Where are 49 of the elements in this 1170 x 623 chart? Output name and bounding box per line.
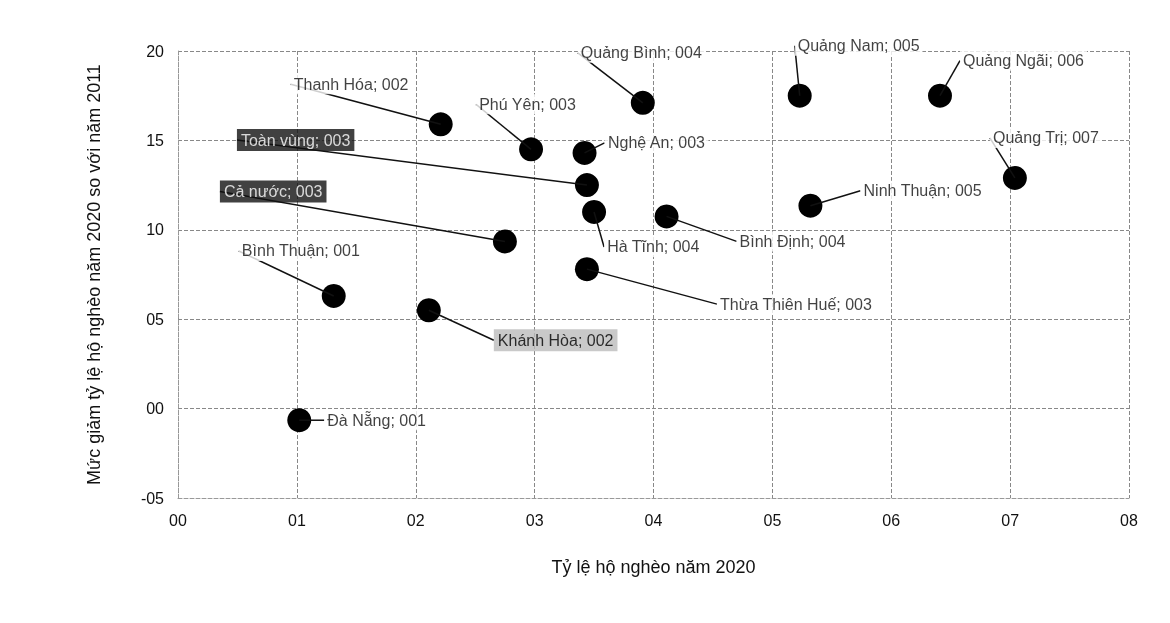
annotation: Thanh Hóa; 002 <box>293 75 409 93</box>
annotation: Quảng Trị; 007 <box>993 129 1099 147</box>
y-tick-label: 05 <box>146 310 165 328</box>
x-tick-label: 06 <box>882 511 901 529</box>
x-tick-label: 04 <box>644 511 663 529</box>
point <box>798 193 823 218</box>
point <box>572 140 597 165</box>
y-tick-label: 15 <box>146 131 165 149</box>
annotation: Bình Định; 004 <box>739 232 846 250</box>
annotation: Đà Nẵng; 001 <box>327 410 427 429</box>
annotation: Hà Tĩnh; 004 <box>607 238 700 256</box>
annotation: Bình Thuận; 001 <box>241 242 360 260</box>
x-tick-label: 00 <box>169 511 187 529</box>
point <box>287 408 312 433</box>
annotation: Quảng Nam; 005 <box>797 37 920 55</box>
annotation: Thừa Thiên Huế; 003 <box>720 295 873 313</box>
y-axis-title: Mức giảm tỷ lệ hộ nghèo năm 2020 so với năm 2011 <box>84 64 104 485</box>
annotation: Quảng Ngãi; 006 <box>962 52 1085 70</box>
point <box>574 257 599 282</box>
annotation: Cả nước; 003 <box>223 182 323 200</box>
x-tick-label: 01 <box>287 511 306 529</box>
y-tick-label: 20 <box>146 42 165 60</box>
annotation: Khánh Hòa; 002 <box>497 331 614 349</box>
point <box>428 112 453 137</box>
point <box>574 173 599 198</box>
point <box>582 199 607 224</box>
point <box>928 83 952 108</box>
y-tick-label: 10 <box>146 221 165 239</box>
y-tick-label: -05 <box>140 489 165 507</box>
point <box>1002 165 1027 190</box>
annotation: Nghệ An; 003 <box>607 134 706 152</box>
x-tick-label: 03 <box>525 511 544 529</box>
point <box>321 283 346 308</box>
annotation: Quảng Bình; 004 <box>580 44 702 62</box>
x-tick-label: 08 <box>1120 511 1138 529</box>
annotation: Toàn vùng; 003 <box>240 131 351 149</box>
point <box>787 83 812 108</box>
x-tick-label: 05 <box>763 511 782 529</box>
annotation: Ninh Thuận; 005 <box>863 182 982 200</box>
x-axis-title: Tỷ lệ hộ nghèo năm 2020 <box>551 557 756 577</box>
annotation: Phú Yên; 003 <box>479 95 576 113</box>
point <box>654 204 679 229</box>
x-tick-label: 07 <box>1001 511 1020 529</box>
point <box>630 90 655 115</box>
point <box>519 137 544 162</box>
point <box>416 298 441 323</box>
point <box>492 229 517 254</box>
y-tick-label: 00 <box>146 400 165 418</box>
x-tick-label: 02 <box>406 511 425 529</box>
